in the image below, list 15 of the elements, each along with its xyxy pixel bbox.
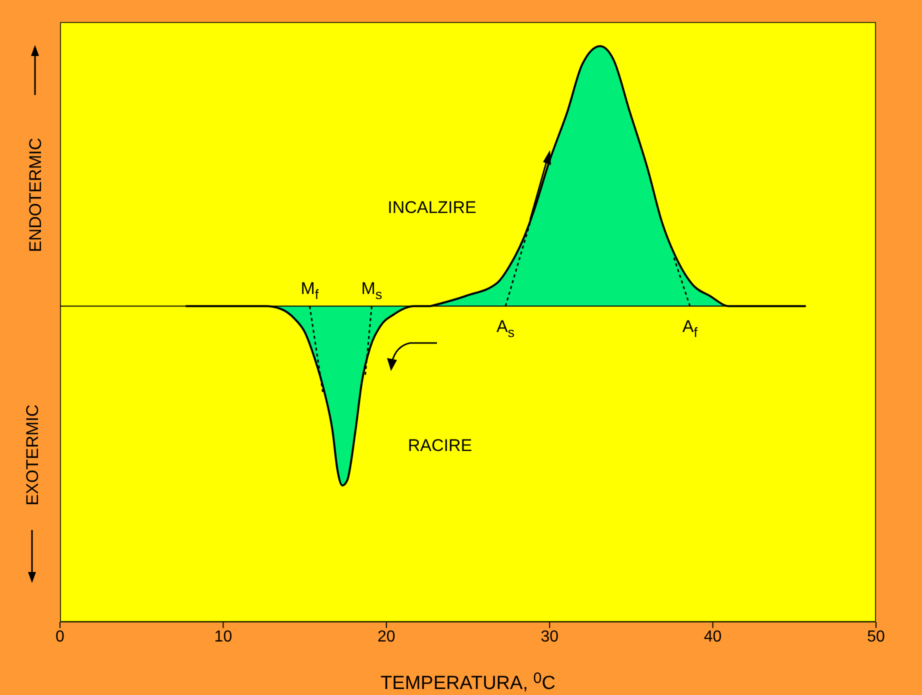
x-axis-title: TEMPERATURA, $^{0}$C [380,670,556,694]
x-tick-label: 30 [540,628,559,646]
x-tick-label: 10 [214,628,232,646]
annotation: M$_{s}$ [361,279,382,302]
annotation: A$_{f}$ [682,317,698,340]
text: ENDOTERMIC [26,138,45,252]
annotation: M$_{f}$ [300,279,319,302]
annotation: A$_{s}$ [496,317,515,340]
x-tick-label: 20 [378,628,396,646]
annotation: RACIRE [408,436,472,455]
annotation: INCALZIRE [388,198,476,217]
text: EXOTERMIC [23,404,42,506]
x-tick-label: 0 [56,628,65,646]
x-tick-label: 40 [704,628,722,646]
x-tick-label: 50 [867,628,885,646]
